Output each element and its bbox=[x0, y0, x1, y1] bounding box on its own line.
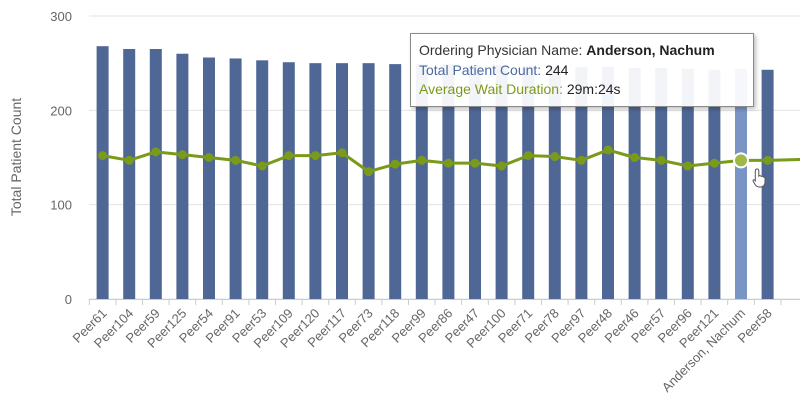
bar-Peer71 bbox=[522, 65, 535, 299]
bar-Peer46 bbox=[628, 67, 641, 299]
bar-Peer125 bbox=[176, 53, 189, 299]
line-point-highlighted-Anderson, Nachum bbox=[733, 152, 749, 169]
line-point-Peer86 bbox=[443, 158, 453, 168]
bar-Peer99 bbox=[415, 64, 428, 299]
line-point-Peer117 bbox=[337, 148, 347, 158]
tooltip-physician-label: Ordering Physician Name: bbox=[419, 42, 587, 58]
tooltip-count-row: Total Patient Count: 244 bbox=[419, 61, 744, 81]
bar-Peer121 bbox=[708, 69, 721, 300]
line-point-Peer97 bbox=[576, 155, 586, 165]
hand-cursor-icon bbox=[752, 168, 766, 188]
bar-Peer120 bbox=[309, 63, 322, 299]
bar-Peer58 bbox=[761, 69, 774, 300]
bar-Peer104 bbox=[123, 49, 136, 300]
bar-Peer53 bbox=[256, 60, 269, 299]
tooltip-count-value: 244 bbox=[545, 61, 569, 78]
bar-Peer109 bbox=[282, 62, 295, 300]
bar-Peer86 bbox=[442, 64, 455, 299]
line-point-Peer57 bbox=[656, 155, 666, 165]
line-point-Peer59 bbox=[151, 147, 161, 157]
bar-Peer78 bbox=[548, 66, 561, 299]
bar-Peer61 bbox=[96, 46, 109, 299]
line-point-Peer73 bbox=[364, 167, 374, 177]
y-tick-label-0: 0 bbox=[65, 292, 72, 307]
line-point-Peer100 bbox=[497, 161, 507, 171]
y-axis-title: Total Patient Count bbox=[8, 98, 24, 216]
y-tick-label-200: 200 bbox=[50, 103, 72, 118]
line-point-Peer78 bbox=[550, 152, 560, 162]
line-point-Peer48 bbox=[603, 145, 613, 155]
bar-Peer48 bbox=[602, 66, 614, 299]
line-point-Peer96 bbox=[683, 161, 693, 171]
line-point-Peer54 bbox=[204, 153, 214, 162]
line-point-Peer104 bbox=[124, 155, 134, 165]
y-tick-label-300: 300 bbox=[50, 9, 72, 24]
line-point-Peer61 bbox=[98, 151, 108, 161]
tooltip-wait-row: Average Wait Duration: 29m:24s bbox=[419, 80, 744, 100]
line-point-Peer47 bbox=[470, 158, 480, 168]
line-point-Peer120 bbox=[310, 151, 320, 161]
bar-Peer73 bbox=[362, 63, 375, 299]
line-point-Peer58 bbox=[763, 155, 773, 165]
line-point-Peer53 bbox=[257, 161, 267, 171]
bar-Peer117 bbox=[336, 63, 348, 299]
tooltip-wait-value: 29m:24s bbox=[566, 81, 621, 97]
tooltip-physician-row: Ordering Physician Name: Anderson, Nachu… bbox=[419, 41, 744, 61]
tooltip-physician-value: Anderson, Nachum bbox=[586, 42, 715, 58]
bar-Peer96 bbox=[681, 68, 694, 300]
line-point-Peer109 bbox=[284, 151, 294, 161]
bar-Peer59 bbox=[149, 49, 162, 300]
chart-tooltip: Ordering Physician Name: Anderson, Nachu… bbox=[410, 33, 754, 107]
y-tick-label-100: 100 bbox=[50, 198, 72, 213]
bar-Peer91 bbox=[229, 58, 242, 300]
tooltip-wait-label: Average Wait Duration: bbox=[419, 81, 567, 97]
bar-Peer57 bbox=[655, 67, 668, 299]
line-point-Peer121 bbox=[709, 158, 719, 168]
line-point-Peer91 bbox=[231, 155, 241, 165]
line-point-Peer71 bbox=[523, 151, 533, 161]
bar-Anderson, Nachum bbox=[735, 68, 747, 300]
bar-Peer47 bbox=[469, 65, 481, 299]
bar-Peer100 bbox=[495, 65, 508, 299]
bar-Peer54 bbox=[203, 57, 215, 299]
line-point-Peer118 bbox=[390, 159, 400, 169]
bar-Peer97 bbox=[575, 66, 588, 299]
line-point-Peer125 bbox=[177, 150, 187, 160]
bar-Peer118 bbox=[389, 64, 402, 299]
line-point-Peer99 bbox=[417, 155, 427, 165]
tooltip-count-label: Total Patient Count: bbox=[419, 61, 546, 78]
line-point-Peer46 bbox=[630, 153, 640, 162]
